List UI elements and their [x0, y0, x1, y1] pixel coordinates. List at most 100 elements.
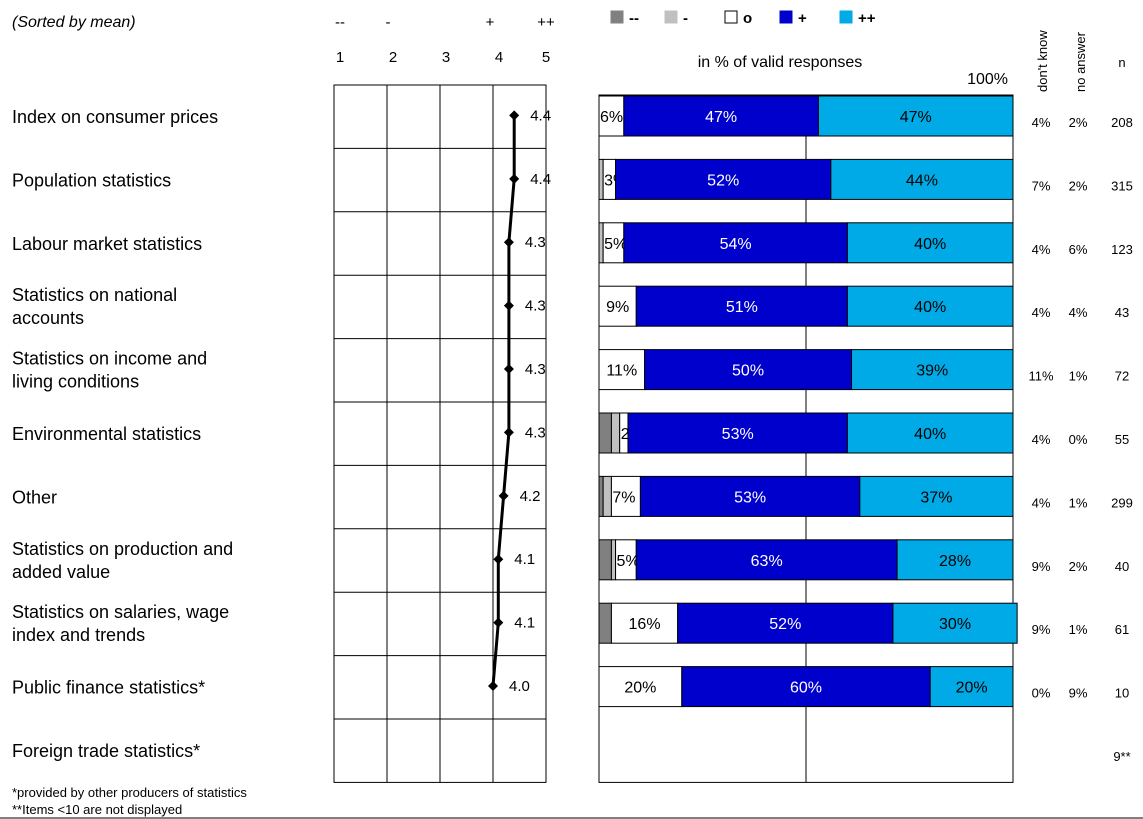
legend-swatch: [610, 10, 624, 24]
bar-segment: [610, 602, 679, 644]
row-label-line: Statistics on national: [12, 285, 177, 305]
scale-sign-label: --: [335, 14, 345, 31]
bar-value-label: 52%: [769, 616, 801, 633]
bar-value-label: 39%: [916, 363, 948, 380]
bar-segment: [623, 222, 848, 264]
mean-point: [509, 173, 520, 184]
bar-segment: [598, 475, 604, 517]
table-cell: 1%: [1069, 369, 1088, 384]
bar-value-label: 40%: [914, 426, 946, 443]
mean-point: [493, 554, 504, 565]
table-cell: 9**: [1113, 749, 1130, 764]
x-tick-label: 1: [336, 49, 344, 66]
row-label-line: living conditions: [12, 372, 139, 392]
side-table: 4% 2% 208 7% 2% 315 4% 6% 123 4% 4% 43 11% 1% 72 4% 0% 55…: [1028, 115, 1132, 764]
x-tick-label: 2: [389, 49, 397, 66]
footnote-2: **Items <10 are not displayed: [12, 802, 182, 817]
table-cell: 4%: [1032, 305, 1051, 320]
row-label-line: Statistics on income and: [12, 349, 207, 369]
bar-value-label: 5%: [604, 236, 627, 253]
bar-segment: [892, 602, 1018, 644]
table-cell: 9%: [1032, 559, 1051, 574]
bar-value-label: 53%: [722, 426, 754, 443]
table-cell: 0%: [1032, 686, 1051, 701]
bar-segment: [602, 475, 612, 517]
legend-swatch: [839, 10, 853, 24]
bar-segment: [859, 475, 1014, 517]
bar-value-label: 40%: [914, 299, 946, 316]
bar-segment: [598, 222, 604, 264]
bar-value-label: 60%: [790, 680, 822, 697]
table-cell: 6%: [1069, 242, 1088, 257]
bar-segment: [610, 539, 617, 581]
table-cell: 61: [1115, 622, 1129, 637]
scale-sign-label: -: [386, 14, 391, 31]
table-cell: 4%: [1032, 115, 1051, 130]
legend-label: -: [683, 10, 688, 27]
row-labels: Index on consumer prices Population stati…: [12, 107, 233, 761]
row-label: Environmental statistics: [12, 424, 201, 444]
bar-segment: [846, 222, 1014, 264]
mean-point: [503, 237, 514, 248]
n-header: n: [1118, 55, 1125, 70]
legend-label: o: [743, 10, 752, 27]
bar-segment: [681, 666, 931, 708]
bar-segment: [610, 412, 621, 454]
mean-point: [503, 300, 514, 311]
bar-segment: [846, 285, 1014, 327]
bar-value-label: 6%: [600, 109, 623, 126]
row-label-line: Labour market statistics: [12, 234, 202, 254]
row-label: Labour market statistics: [12, 234, 202, 254]
bar-value-label: 53%: [734, 489, 766, 506]
bar-segment: [598, 539, 612, 581]
bar-value-label: 37%: [920, 489, 952, 506]
bar-segment: [830, 158, 1014, 200]
bar-value-label: 11%: [606, 363, 637, 380]
mean-value-label: 4.3: [525, 234, 546, 251]
row-label-line: Other: [12, 487, 57, 507]
table-cell: 10: [1115, 686, 1129, 701]
dont-know-header: don't know: [1035, 30, 1050, 92]
bar-segment: [851, 349, 1014, 391]
mean-line: [491, 115, 516, 687]
mean-value-label: 4.0: [509, 678, 530, 695]
mean-point: [503, 427, 514, 438]
bar-value-label: 47%: [900, 109, 932, 126]
x-tick-label: 4: [495, 49, 503, 66]
row-label-line: Index on consumer prices: [12, 107, 218, 127]
row-label: Statistics on national accounts: [12, 285, 177, 328]
row-label-line: Statistics on production and: [12, 539, 233, 559]
mean-value-label: 4.4: [530, 107, 551, 124]
scale-header: -- - + ++1 2 3 4 5: [335, 14, 555, 66]
table-cell: 2%: [1069, 559, 1088, 574]
mean-value-label: 4.3: [525, 298, 546, 315]
row-label-line: Foreign trade statistics*: [12, 741, 200, 761]
row-label: Statistics on salaries, wage index and tr…: [12, 602, 229, 645]
table-cell: 315: [1111, 178, 1133, 193]
table-cell: 1%: [1069, 495, 1088, 510]
bar-segment: [598, 349, 646, 391]
table-cell: 40: [1115, 559, 1129, 574]
row-label-line: accounts: [12, 308, 84, 328]
table-cell: 9%: [1069, 686, 1088, 701]
row-label: Public finance statistics*: [12, 678, 205, 698]
legend-swatch: [724, 10, 738, 24]
mean-point: [498, 490, 509, 501]
mean-series: 4.4 4.4 4.3 4.3 4.3 4.3 4.2 4.1 4.1 4.0: [488, 107, 551, 695]
bar-value-label: 16%: [629, 616, 661, 633]
bar-value-label: 20%: [624, 680, 656, 697]
sort-note: (Sorted by mean): [12, 14, 136, 31]
bar-segment: [635, 539, 898, 581]
mean-value-label: 4.3: [525, 424, 546, 441]
bar-segment: [817, 95, 1014, 137]
bar-segment: [929, 666, 1014, 708]
row-label-line: index and trends: [12, 625, 145, 645]
legend-swatch: [664, 10, 678, 24]
table-cell: 0%: [1069, 432, 1088, 447]
bar-segment: [677, 602, 894, 644]
no-answer-header: no answer: [1073, 31, 1088, 92]
bar-segment: [896, 539, 1014, 581]
mean-value-label: 4.1: [514, 551, 535, 568]
bar-segment: [627, 412, 848, 454]
bar-segment: [610, 475, 641, 517]
